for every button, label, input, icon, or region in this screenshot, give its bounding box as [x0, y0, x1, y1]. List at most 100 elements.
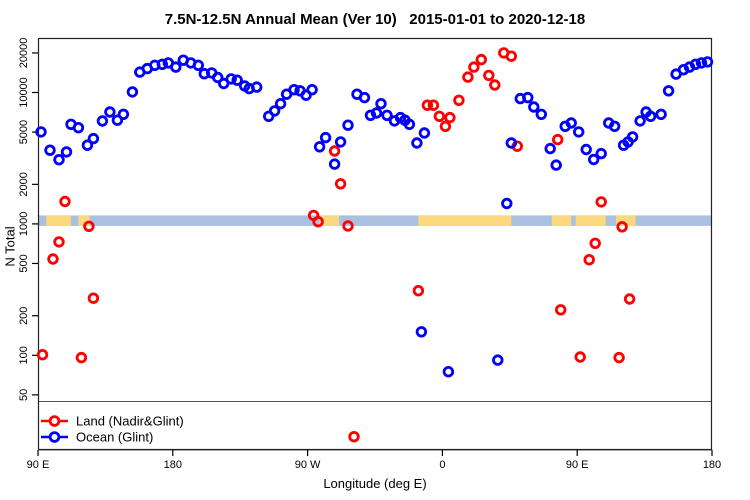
ocean-point [104, 106, 116, 118]
ocean-point [492, 354, 504, 366]
y-tick-label: 2000 [18, 172, 30, 196]
x-axis-title: Longitude (deg E) [323, 476, 427, 491]
ocean-point [358, 91, 371, 104]
land-point [453, 94, 465, 107]
legend: Land (Nadir&Glint) Ocean (Glint) [38, 401, 712, 451]
land-point [483, 69, 495, 82]
land-point [505, 50, 518, 62]
ocean-point [626, 131, 639, 143]
legend-ocean-marker-icon [48, 431, 61, 443]
land-point [342, 220, 354, 232]
ocean-point [111, 114, 124, 126]
ocean-point [225, 73, 237, 85]
land-point [623, 293, 636, 305]
plot-frame [37, 37, 713, 451]
ocean-point [274, 97, 287, 110]
ocean-point [381, 109, 393, 122]
y-tick-label: 20000 [18, 38, 30, 69]
land-point [348, 431, 360, 443]
ocean-point [522, 91, 534, 104]
land-point [433, 110, 446, 123]
ocean-point [211, 71, 224, 84]
land-point [83, 220, 95, 233]
ocean-point [87, 132, 100, 145]
chart-title: 7.5N-12.5N Annual Mean (Ver 10) 2015-01-… [164, 11, 586, 28]
ocean-point [634, 115, 646, 127]
land-point [444, 111, 456, 124]
x-tick-label: 180 [703, 459, 721, 471]
map-band-land-segment [418, 215, 512, 226]
ocean-point [53, 153, 65, 166]
land-point [595, 196, 607, 208]
ocean-point [192, 59, 205, 72]
ocean-point [411, 137, 423, 149]
ocean-point [170, 61, 182, 73]
legend-land-label: Land (Nadir&Glint) [76, 414, 184, 429]
map-band-land-segment [575, 215, 606, 226]
ocean-point [370, 107, 383, 119]
ocean-point [231, 74, 243, 86]
ocean-point [415, 326, 428, 338]
y-tick-label: 5000 [18, 120, 30, 144]
land-point [312, 215, 324, 228]
ocean-point [334, 136, 347, 148]
ocean-point [655, 108, 667, 121]
ocean-point [689, 58, 702, 71]
ocean-point [44, 144, 56, 156]
ocean-point [442, 366, 455, 378]
map-band-ocean [38, 215, 712, 226]
ocean-point [580, 143, 592, 156]
map-band-land-segment [46, 215, 71, 226]
land-point [468, 61, 480, 73]
land-point [555, 304, 567, 316]
ocean-point [319, 131, 332, 144]
ocean-point [313, 141, 326, 153]
land-point [439, 120, 452, 133]
ocean-point [505, 137, 518, 149]
land-point [75, 351, 88, 364]
x-tick-label: 0 [439, 459, 445, 471]
land-point [87, 292, 100, 304]
ocean-point [544, 142, 556, 155]
ocean-point [565, 117, 577, 129]
ocean-point [695, 57, 708, 69]
land-point [574, 351, 586, 363]
y-tick-label: 100 [18, 346, 30, 364]
x-tick-label: 90 E [27, 459, 50, 471]
ocean-point [375, 97, 387, 110]
y-tick-label: 500 [18, 254, 30, 272]
legend-item-ocean: Ocean (Glint) [41, 430, 153, 445]
land-point [552, 133, 564, 146]
land-point [59, 195, 71, 208]
map-band-land-segment [319, 215, 340, 226]
map-band-land-segment [551, 215, 572, 226]
land-point [616, 221, 628, 233]
x-tick-label: 180 [164, 459, 182, 471]
land-point [583, 254, 595, 266]
land-point [328, 145, 341, 157]
land-point [47, 253, 59, 265]
land-point [462, 71, 474, 83]
ocean-point [251, 81, 263, 93]
y-tick-label: 200 [18, 307, 30, 325]
ocean-point [342, 119, 354, 131]
ocean-point [306, 83, 318, 96]
map-band-land-segment [616, 215, 636, 226]
ocean-point [418, 127, 431, 139]
legend-item-land: Land (Nadir&Glint) [41, 414, 184, 429]
ocean-point [364, 109, 377, 122]
y-tick-label: 1000 [18, 212, 30, 236]
y-tick-label: 50 [18, 389, 30, 401]
land-point [412, 285, 425, 297]
ocean-point [595, 147, 607, 160]
ocean-point [35, 126, 47, 138]
land-point [36, 349, 49, 361]
legend-ocean-label: Ocean (Glint) [76, 430, 153, 445]
ocean-point [573, 126, 585, 138]
ocean-point [117, 108, 130, 121]
ocean-point [644, 110, 657, 123]
ocean-point [535, 108, 548, 121]
ocean-point [72, 121, 85, 134]
